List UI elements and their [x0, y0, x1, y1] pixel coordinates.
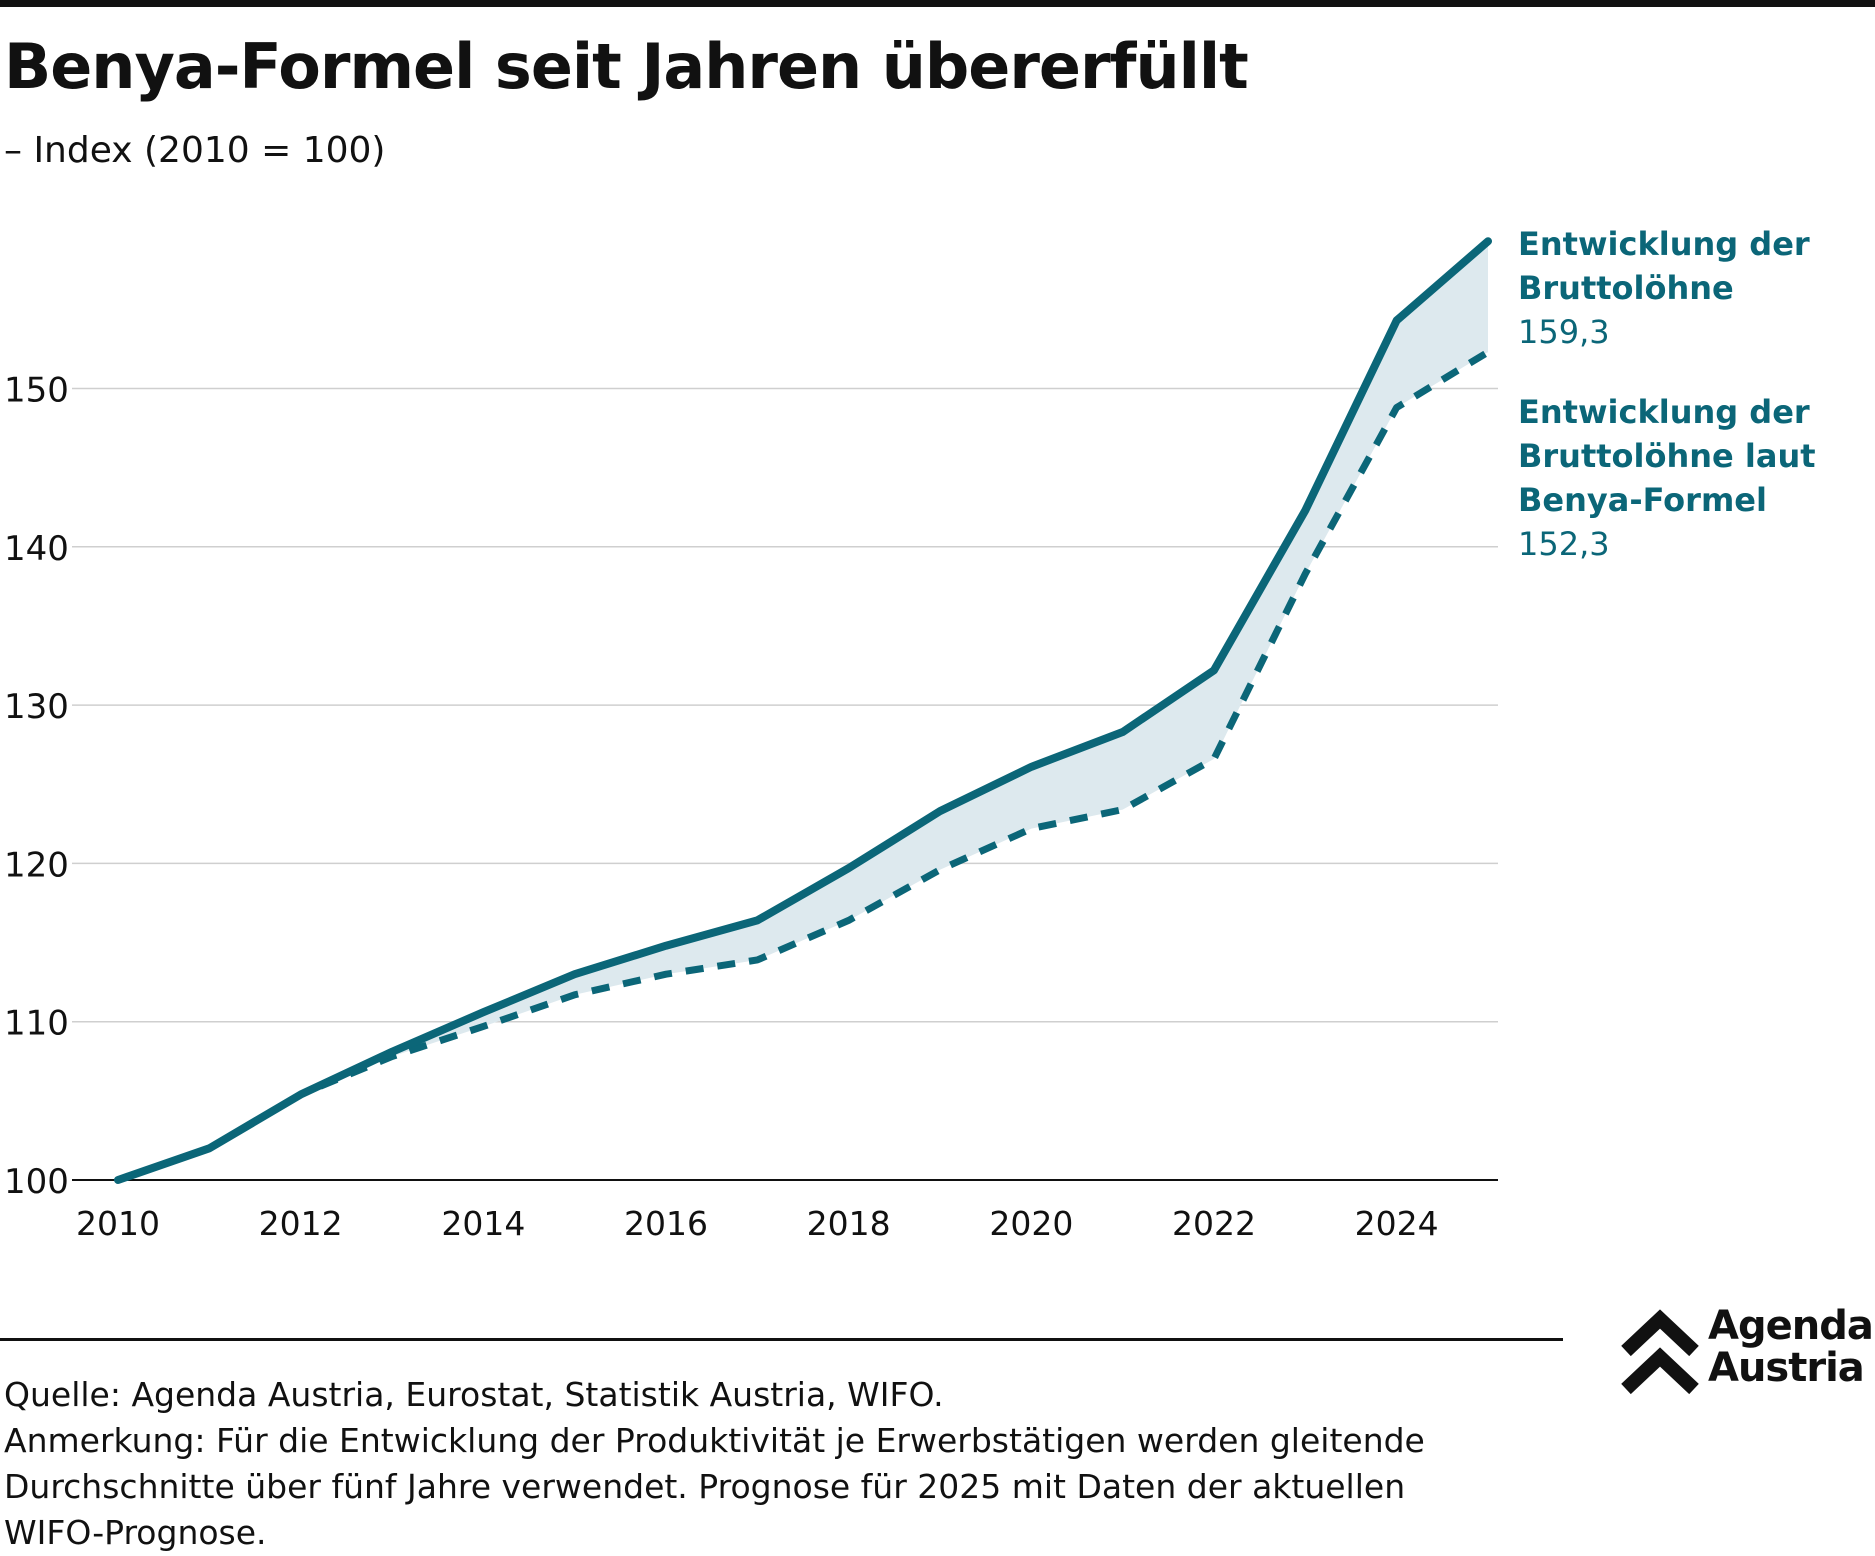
x-tick-label: 2016 — [624, 1204, 708, 1243]
y-tick-label: 130 — [4, 687, 69, 727]
x-tick-label: 2014 — [441, 1204, 525, 1243]
agenda-austria-logo: Agenda Austria — [1620, 1303, 1874, 1405]
label-benya-formel-line: Benya-Formel — [1518, 481, 1767, 519]
y-tick-label: 120 — [4, 845, 69, 885]
source-note: Quelle: Agenda Austria, Eurostat, Statis… — [4, 1375, 944, 1414]
chart-title: Benya-Formel seit Jahren übererfüllt — [4, 30, 1249, 103]
footer: Quelle: Agenda Austria, Eurostat, Statis… — [4, 1372, 1564, 1556]
label-benya-formel-line: Bruttolöhne laut — [1518, 437, 1816, 475]
label-bruttoloehne-value: 159,3 — [1518, 313, 1610, 351]
label-benya-formel-value: 152,3 — [1518, 525, 1610, 563]
x-tick-label: 2010 — [76, 1204, 160, 1243]
x-tick-label: 2012 — [259, 1204, 343, 1243]
label-bruttoloehne-line: Entwicklung der — [1518, 225, 1810, 263]
series-line-benya-formel — [116, 349, 1490, 1184]
series-line-bruttoloehne — [114, 237, 1492, 1184]
gap-shaded-area — [118, 241, 1488, 1180]
chart-subtitle: – Index (2010 = 100) — [4, 130, 386, 171]
x-tick-label: 2018 — [807, 1204, 891, 1243]
y-tick-label: 110 — [4, 1004, 69, 1044]
annotation-line-2: Durchschnitte über fünf Jahre verwendet.… — [4, 1467, 1406, 1506]
line-chart: 100 110 120 130 140 150 2010 2012 2014 2016 2018 20… — [4, 225, 1816, 1243]
label-bruttoloehne-line: Bruttolöhne — [1518, 269, 1734, 307]
x-tick-label: 2024 — [1355, 1204, 1439, 1243]
logo-line-1: Agenda — [1708, 1303, 1874, 1349]
y-tick-label: 100 — [4, 1162, 69, 1202]
x-tick-label: 2020 — [989, 1204, 1073, 1243]
top-rule — [0, 0, 1875, 7]
logo-wordmark: Agenda Austria — [1708, 1303, 1874, 1391]
annotation-line-3: WIFO-Prognose. — [4, 1513, 267, 1552]
y-tick-label: 140 — [4, 529, 69, 569]
logo-line-2: Austria — [1708, 1345, 1865, 1391]
y-tick-label: 150 — [4, 371, 69, 411]
chevron-logo-icon — [1621, 1309, 1699, 1395]
x-tick-label: 2022 — [1172, 1204, 1256, 1243]
annotation-line-1: Anmerkung: Für die Entwicklung der Produ… — [4, 1421, 1425, 1460]
bottom-rule — [0, 1338, 1563, 1341]
label-benya-formel-line: Entwicklung der — [1518, 393, 1810, 431]
